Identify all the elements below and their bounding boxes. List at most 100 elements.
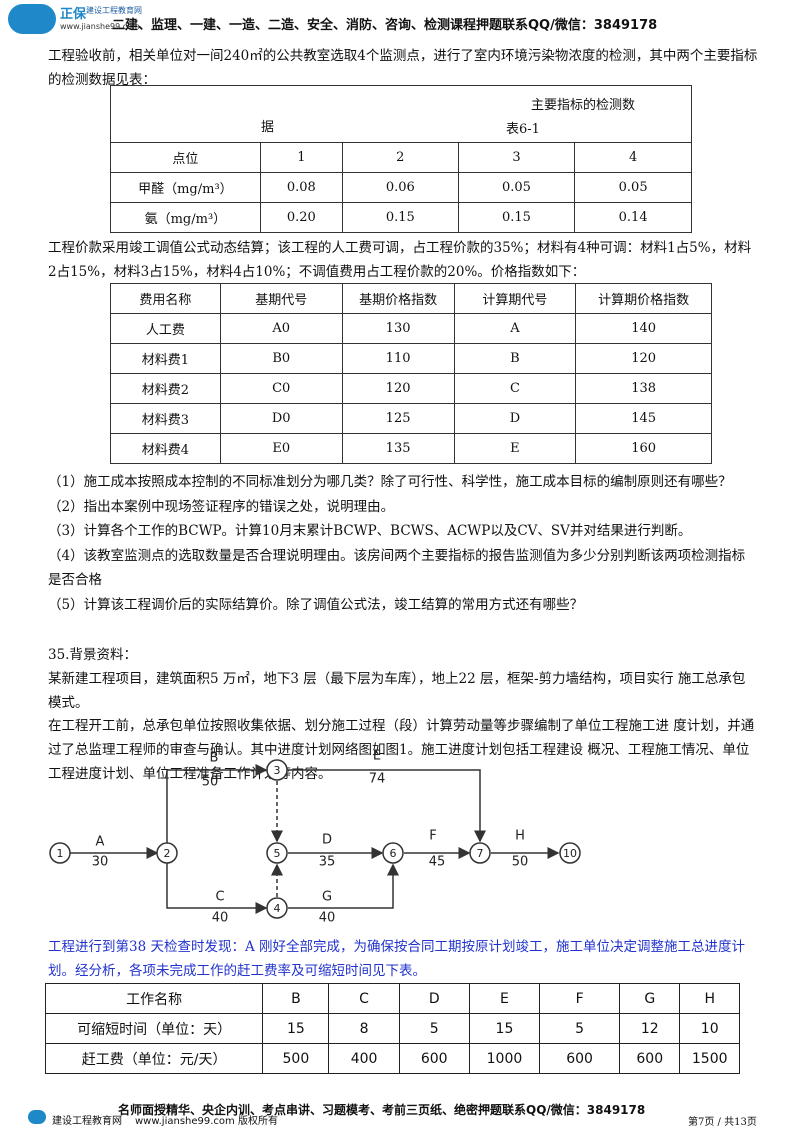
node bbox=[559, 842, 581, 864]
table-cell: 12 bbox=[619, 1013, 681, 1044]
table-cell: 5 bbox=[539, 1013, 621, 1044]
node-label: 6 bbox=[390, 847, 397, 860]
table-cell: 600 bbox=[398, 1043, 470, 1074]
logo-icon bbox=[8, 4, 56, 34]
edge-duration: 30 bbox=[92, 855, 109, 870]
edge-name: B bbox=[210, 751, 219, 766]
question: （1）施工成本按照成本控制的不同标准划分为哪几类？除了可行性、科学性，施工成本目… bbox=[48, 474, 732, 490]
edge-duration: 40 bbox=[212, 911, 229, 926]
table-cell: 400 bbox=[328, 1043, 400, 1074]
table-cell: 15 bbox=[262, 1013, 330, 1044]
table-cell: 基期代号 bbox=[219, 283, 343, 314]
table-cell: 120 bbox=[575, 343, 712, 374]
table-cell: 15 bbox=[468, 1013, 541, 1044]
edge-name: D bbox=[322, 833, 332, 848]
table-cell: 135 bbox=[341, 433, 455, 464]
caption-text: 表6-1 bbox=[506, 122, 540, 137]
table-cell: 500 bbox=[262, 1043, 330, 1074]
table-cell: 145 bbox=[575, 403, 712, 434]
table-row: 材料费1 B0 110 B 120 bbox=[110, 343, 712, 374]
question: （2）指出本案例中现场签证程序的错误之处，说明理由。 bbox=[48, 498, 395, 515]
edge-name: H bbox=[515, 829, 525, 844]
caption-row: 主要指标的检测数据 表6-1 bbox=[110, 85, 692, 143]
question: （5）计算该工程调价后的实际结算价。除了调值公式法，竣工结算的常用方式还有哪些？ bbox=[48, 596, 584, 613]
table-cell: 8 bbox=[328, 1013, 400, 1044]
table: 工作名称 B C D E F G H 可缩短时间（单位：天） 15 8 5 15 5 12 10 赶工费（单位：… bbox=[44, 983, 740, 1074]
table-cell: H bbox=[679, 983, 740, 1014]
edge-duration: 40 bbox=[319, 911, 336, 926]
table-cell: 125 bbox=[341, 403, 455, 434]
footer-copyright: www.jianshe99.com 版权所有 bbox=[135, 1116, 278, 1127]
table-cell: 0.08 bbox=[259, 172, 343, 203]
edge-name: F bbox=[429, 829, 436, 844]
table-cell: 计算期代号 bbox=[453, 283, 577, 314]
table-cell: B bbox=[453, 343, 577, 374]
table-row: 材料费4 E0 135 E 160 bbox=[110, 433, 712, 464]
table-row: 赶工费（单位：元/天） 500 400 600 1000 600 600 1500 bbox=[44, 1043, 740, 1074]
edge-duration: 50 bbox=[202, 775, 219, 790]
brand: 建设工程教育网 bbox=[86, 6, 142, 15]
table-row: 人工费 A0 130 A 140 bbox=[110, 313, 712, 344]
page-number: 第7页 / 共13页 bbox=[688, 1117, 757, 1128]
node-label: 2 bbox=[164, 847, 171, 860]
table-cell: 费用名称 bbox=[110, 283, 221, 314]
table-cell: C0 bbox=[219, 373, 343, 404]
table-cell: 可缩短时间（单位：天） bbox=[44, 1013, 264, 1044]
table-cell: E0 bbox=[219, 433, 343, 464]
table-cell: 3 bbox=[457, 142, 576, 173]
table-row: 材料费3 D0 125 D 145 bbox=[110, 403, 712, 434]
table-cell: C bbox=[453, 373, 577, 404]
table: 费用名称 基期代号 基期价格指数 计算期代号 计算期价格指数 人工费 A0 130 A 140 材料… bbox=[110, 283, 712, 464]
table-cell: 计算期价格指数 bbox=[575, 283, 712, 314]
table-cell: B0 bbox=[219, 343, 343, 374]
paragraph: 工程验收前，相关单位对一间240㎡的公共教室选取4个监测点，进行了室内环境污染物… bbox=[48, 48, 758, 88]
table-row: 工作名称 B C D E F G H bbox=[44, 983, 740, 1014]
table-row: 可缩短时间（单位：天） 15 8 5 15 5 12 10 bbox=[44, 1013, 740, 1044]
questions: （1）施工成本按照成本控制的不同标准划分为哪几类？除了可行性、科学性，施工成本目… bbox=[48, 470, 758, 617]
table-cell: 氨（mg/m³） bbox=[110, 202, 261, 233]
node-label: 5 bbox=[274, 847, 281, 860]
table-cell: G bbox=[619, 983, 681, 1014]
table-cell: 10 bbox=[679, 1013, 740, 1044]
table-cell: 1 bbox=[259, 142, 343, 173]
table: 主要指标的检测数据表6-1 点位 1 2 3 4 甲醛（mg/m³） 0.08 0.06 0.05… bbox=[110, 85, 692, 233]
caption-cell: 主要指标的检测数据 表6-1 bbox=[110, 85, 692, 143]
table-cell: F bbox=[539, 983, 621, 1014]
table-cell: 0.15 bbox=[341, 202, 459, 233]
node bbox=[382, 842, 404, 864]
table-cell: C bbox=[328, 983, 400, 1014]
node-label: 4 bbox=[274, 902, 281, 915]
table-cell: 材料费2 bbox=[110, 373, 221, 404]
table-cell: 点位 bbox=[110, 142, 261, 173]
table-cell: 138 bbox=[575, 373, 712, 404]
table-cell: 材料费3 bbox=[110, 403, 221, 434]
node-label: 10 bbox=[563, 847, 577, 860]
table-cell: 600 bbox=[619, 1043, 681, 1074]
node bbox=[156, 842, 178, 864]
footer-brand: 建设工程教育网 bbox=[52, 1116, 122, 1127]
table-cell: B bbox=[262, 983, 330, 1014]
table-cell: 0.05 bbox=[457, 172, 576, 203]
table-cell: A bbox=[453, 313, 577, 344]
table-cell: D bbox=[398, 983, 470, 1014]
node-label: 3 bbox=[274, 764, 281, 777]
edge-duration: 45 bbox=[429, 855, 446, 870]
table-cell: 160 bbox=[575, 433, 712, 464]
table-cell: 130 bbox=[341, 313, 455, 344]
table-cell: 120 bbox=[341, 373, 455, 404]
table-cell: 基期价格指数 bbox=[341, 283, 455, 314]
table-cell: 工作名称 bbox=[44, 983, 264, 1014]
table-cell: 0.05 bbox=[574, 172, 692, 203]
caption-text: 据 bbox=[261, 120, 275, 135]
node bbox=[469, 842, 491, 864]
node bbox=[266, 897, 288, 919]
edge-duration: 74 bbox=[369, 772, 386, 787]
paragraph: 工程进行到第38 天检查时发现：A 刚好全部完成，为确保按合同工期按原计划竣工，… bbox=[48, 939, 746, 979]
table-cell: 赶工费（单位：元/天） bbox=[44, 1043, 264, 1074]
table-row: 甲醛（mg/m³） 0.08 0.06 0.05 0.05 bbox=[110, 172, 692, 203]
table-cell: 110 bbox=[341, 343, 455, 374]
table-cell: 0.06 bbox=[341, 172, 459, 203]
table-cell: D0 bbox=[219, 403, 343, 434]
